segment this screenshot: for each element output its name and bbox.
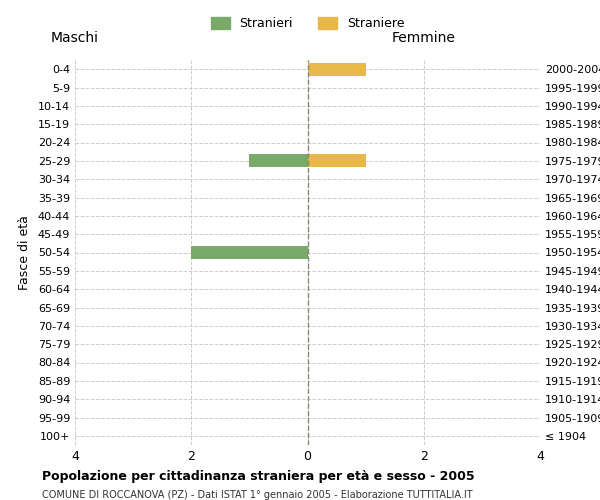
Legend: Stranieri, Straniere: Stranieri, Straniere bbox=[206, 12, 409, 36]
Bar bbox=[250, 154, 308, 167]
Bar bbox=[308, 63, 365, 76]
Bar bbox=[191, 246, 308, 259]
Text: Femmine: Femmine bbox=[392, 30, 455, 44]
Bar bbox=[308, 154, 365, 167]
Y-axis label: Fasce di età: Fasce di età bbox=[18, 215, 31, 290]
Text: Maschi: Maschi bbox=[51, 30, 99, 44]
Text: Popolazione per cittadinanza straniera per età e sesso - 2005: Popolazione per cittadinanza straniera p… bbox=[42, 470, 475, 483]
Text: COMUNE DI ROCCANOVA (PZ) - Dati ISTAT 1° gennaio 2005 - Elaborazione TUTTITALIA.: COMUNE DI ROCCANOVA (PZ) - Dati ISTAT 1°… bbox=[42, 490, 473, 500]
